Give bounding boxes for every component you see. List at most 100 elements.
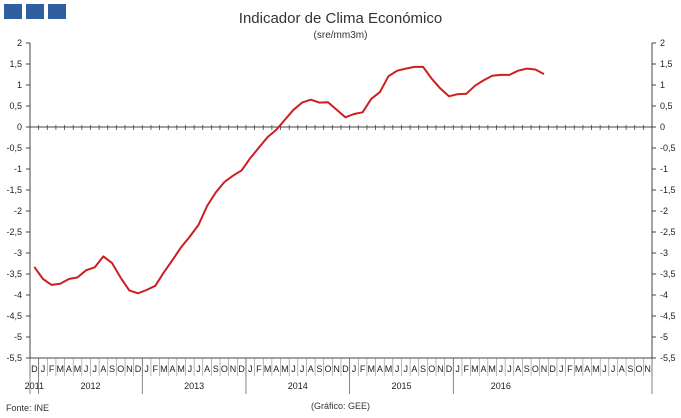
month-label: J <box>455 364 460 374</box>
y-tick-label-left: -4 <box>14 290 22 300</box>
year-label: 2016 <box>491 381 511 391</box>
y-tick-label-right: -1,5 <box>660 185 676 195</box>
month-label: A <box>481 364 487 374</box>
month-label: A <box>100 364 106 374</box>
month-label: M <box>281 364 289 374</box>
y-tick-label-left: -3,5 <box>6 269 22 279</box>
y-tick-label-right: 1,5 <box>660 59 673 69</box>
month-label: M <box>56 364 64 374</box>
month-label: S <box>109 364 115 374</box>
month-label: M <box>367 364 375 374</box>
series-group <box>33 65 545 295</box>
month-label: J <box>41 364 46 374</box>
logo-square <box>26 4 44 19</box>
month-label: J <box>602 364 607 374</box>
y-tick-label-left: -4,5 <box>6 311 22 321</box>
month-label: M <box>385 364 393 374</box>
month-label: M <box>471 364 479 374</box>
month-label: S <box>524 364 530 374</box>
month-label: A <box>308 364 314 374</box>
month-label: J <box>248 364 253 374</box>
month-label: S <box>420 364 426 374</box>
y-tick-label-left: 1 <box>17 80 22 90</box>
month-label: D <box>446 364 453 374</box>
month-label: F <box>153 364 159 374</box>
y-tick-label-left: -1 <box>14 164 22 174</box>
month-label: M <box>592 364 600 374</box>
y-tick-label-left: 0 <box>17 122 22 132</box>
month-label: A <box>515 364 521 374</box>
month-label: A <box>66 364 72 374</box>
series-line <box>33 65 545 295</box>
y-axis-left: -5,5 -5 -4,5 -4 -3,5 -3 -2,5 -2 -1,5 -1 -0,5 0 0,5 1 1… <box>6 38 30 363</box>
month-label: J <box>196 364 201 374</box>
month-label: N <box>230 364 237 374</box>
month-label: F <box>360 364 366 374</box>
month-label: J <box>84 364 89 374</box>
year-label: 2015 <box>391 381 411 391</box>
month-label: A <box>170 364 176 374</box>
month-label: O <box>325 364 332 374</box>
y-tick-label-left: -5,5 <box>6 353 22 363</box>
month-label: D <box>549 364 556 374</box>
y-tick-label-right: -2,5 <box>660 227 676 237</box>
month-label: O <box>221 364 228 374</box>
month-label: J <box>352 364 357 374</box>
month-label: N <box>333 364 340 374</box>
month-label: A <box>411 364 417 374</box>
month-label: F <box>464 364 470 374</box>
month-label: M <box>74 364 82 374</box>
y-tick-label-right: 2 <box>660 38 665 48</box>
y-tick-label-left: 1,5 <box>9 59 22 69</box>
month-label: D <box>238 364 245 374</box>
month-label: M <box>177 364 185 374</box>
y-tick-label-right: -4 <box>660 290 668 300</box>
month-label: J <box>395 364 400 374</box>
month-label: O <box>636 364 643 374</box>
month-label: J <box>611 364 616 374</box>
month-label: A <box>273 364 279 374</box>
y-tick-label-right: 0,5 <box>660 101 673 111</box>
month-label: M <box>160 364 168 374</box>
year-label: 2013 <box>184 381 204 391</box>
y-tick-label-left: -2,5 <box>6 227 22 237</box>
month-label: D <box>31 364 38 374</box>
y-tick-label-left: 2 <box>17 38 22 48</box>
y-tick-label-left: -5 <box>14 332 22 342</box>
source-note: Fonte: INE <box>6 403 50 413</box>
y-tick-label-right: -3 <box>660 248 668 258</box>
y-tick-label-right: 0 <box>660 122 665 132</box>
month-label: A <box>377 364 383 374</box>
month-label: S <box>316 364 322 374</box>
month-label: N <box>541 364 548 374</box>
month-label: J <box>188 364 193 374</box>
y-tick-label-right: -1 <box>660 164 668 174</box>
y-tick-label-right: -3,5 <box>660 269 676 279</box>
y-tick-label-right: -5 <box>660 332 668 342</box>
y-tick-label-left: -3 <box>14 248 22 258</box>
month-label: J <box>507 364 512 374</box>
year-label: 2011 <box>25 381 44 391</box>
y-tick-label-left: -0,5 <box>6 143 22 153</box>
chart-axes <box>29 43 653 359</box>
y-tick-label-right: -2 <box>660 206 668 216</box>
month-label: N <box>126 364 133 374</box>
month-label: O <box>428 364 435 374</box>
chart-subtitle: (sre/mm3m) <box>313 30 368 41</box>
month-label: J <box>404 364 409 374</box>
y-axis-right: -5,5 -5 -4,5 -4 -3,5 -3 -2,5 -2 -1,5 -1 -0,5 0 0,5 1 1… <box>652 38 676 363</box>
x-axis-years: 2011 2012 2013 2014 2015 2016 <box>25 358 653 394</box>
logo <box>4 4 66 20</box>
month-label: J <box>499 364 504 374</box>
y-tick-label-right: 1 <box>660 80 665 90</box>
month-label: D <box>135 364 142 374</box>
month-label: F <box>567 364 573 374</box>
month-label: A <box>204 364 210 374</box>
month-label: S <box>627 364 633 374</box>
month-label: M <box>575 364 583 374</box>
month-label: J <box>559 364 564 374</box>
month-label: O <box>532 364 539 374</box>
month-label: S <box>213 364 219 374</box>
month-label: D <box>342 364 349 374</box>
